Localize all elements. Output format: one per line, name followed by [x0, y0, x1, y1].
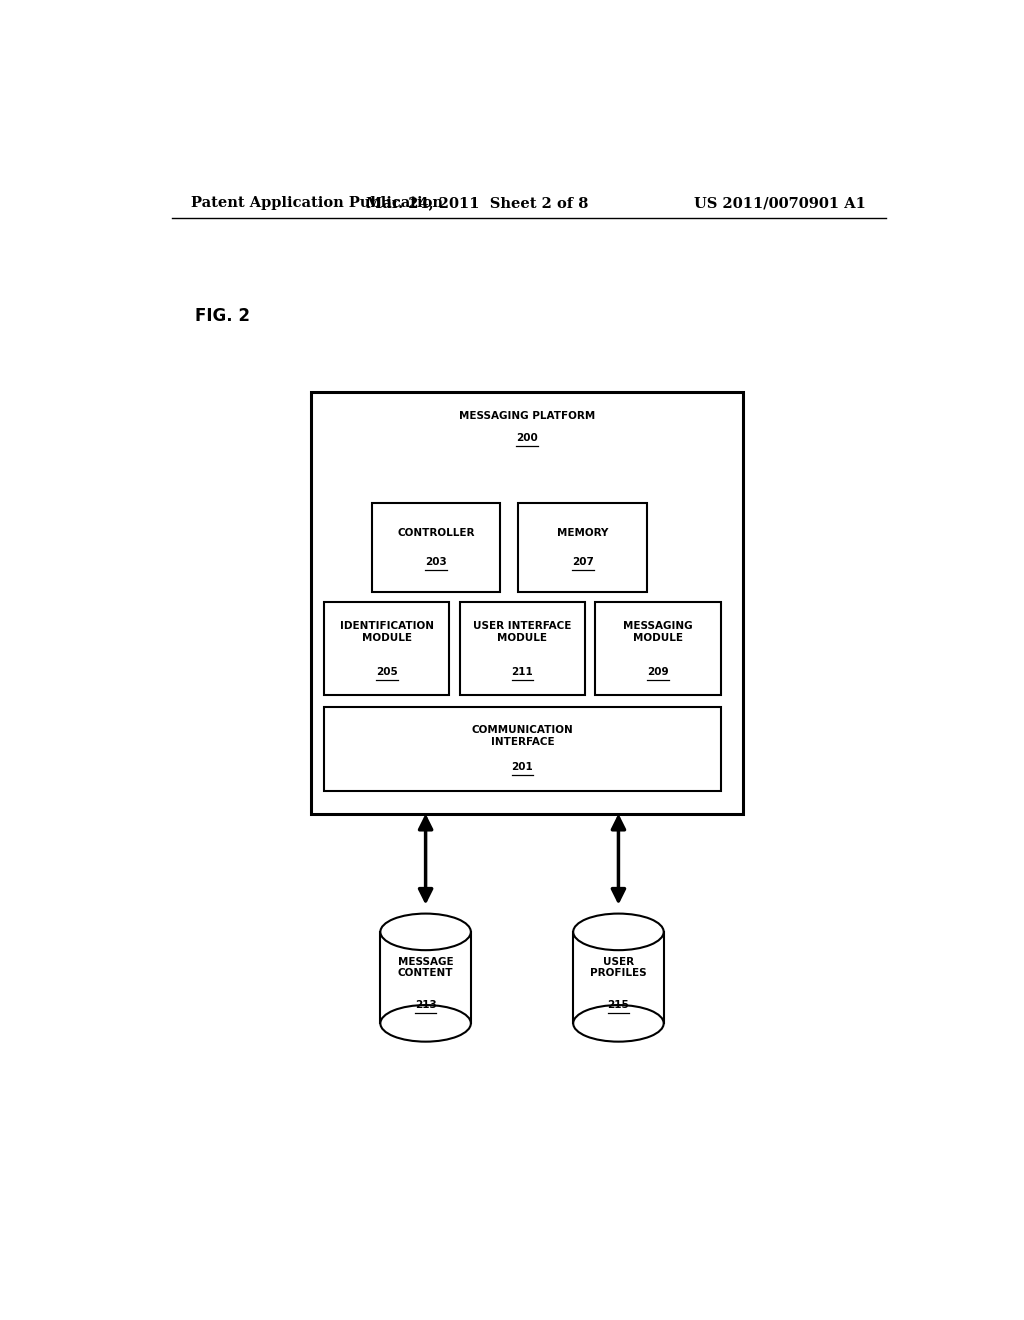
Ellipse shape: [573, 913, 664, 950]
Text: 207: 207: [571, 557, 594, 566]
Bar: [595, 602, 721, 696]
Text: 201: 201: [512, 762, 534, 772]
Text: COMMUNICATION
INTERFACE: COMMUNICATION INTERFACE: [471, 725, 573, 747]
Text: MESSAGING
MODULE: MESSAGING MODULE: [624, 622, 693, 643]
Ellipse shape: [573, 1005, 664, 1041]
Ellipse shape: [380, 913, 471, 950]
Text: 209: 209: [647, 667, 669, 677]
Text: 213: 213: [415, 1001, 436, 1010]
Text: USER
PROFILES: USER PROFILES: [590, 957, 647, 978]
Bar: [324, 708, 721, 791]
Text: CONTROLLER: CONTROLLER: [397, 528, 475, 539]
Text: 215: 215: [607, 1001, 630, 1010]
Text: 203: 203: [425, 557, 446, 566]
Text: Patent Application Publication: Patent Application Publication: [191, 197, 443, 210]
Bar: [573, 932, 664, 1023]
Text: USER INTERFACE
MODULE: USER INTERFACE MODULE: [473, 622, 571, 643]
Text: MESSAGE
CONTENT: MESSAGE CONTENT: [397, 957, 454, 978]
Bar: [460, 602, 585, 696]
Bar: [310, 392, 743, 814]
Ellipse shape: [380, 1005, 471, 1041]
Bar: [380, 932, 471, 1023]
Text: MESSAGING PLATFORM: MESSAGING PLATFORM: [459, 411, 595, 421]
Bar: [324, 602, 450, 696]
Text: 211: 211: [512, 667, 534, 677]
Bar: [372, 503, 500, 593]
Text: 200: 200: [516, 433, 538, 444]
Text: US 2011/0070901 A1: US 2011/0070901 A1: [694, 197, 866, 210]
Text: MEMORY: MEMORY: [557, 528, 608, 539]
Text: 205: 205: [376, 667, 397, 677]
Text: IDENTIFICATION
MODULE: IDENTIFICATION MODULE: [340, 622, 434, 643]
Text: FIG. 2: FIG. 2: [196, 308, 251, 325]
Bar: [518, 503, 647, 593]
Text: Mar. 24, 2011  Sheet 2 of 8: Mar. 24, 2011 Sheet 2 of 8: [366, 197, 589, 210]
